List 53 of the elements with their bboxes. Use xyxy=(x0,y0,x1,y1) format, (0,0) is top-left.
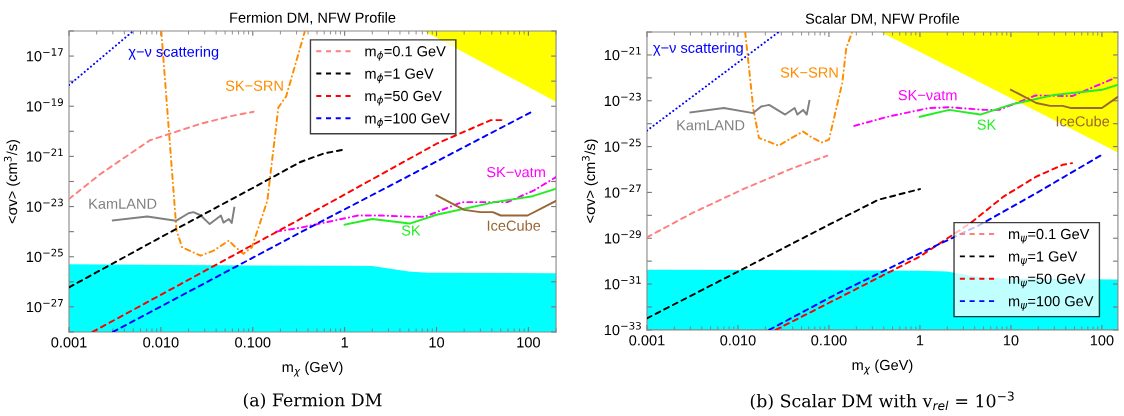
x-tick-label: 1 xyxy=(916,335,924,346)
series-label: SK xyxy=(401,225,421,236)
legend-label: m$_{ψ}$=0.1 GeV xyxy=(1008,228,1090,244)
x-tick-label: 0.100 xyxy=(811,335,847,346)
y-tick-label: 10$^{−23}$ xyxy=(26,198,63,212)
series-label: χ−ν scattering xyxy=(653,42,743,56)
text: (b) Scalar DM with v$_{rel}$ = 10$^{−3}$ xyxy=(750,391,1014,411)
y-tick-label: 10$^{−23}$ xyxy=(604,92,641,107)
y-tick-label: 10$^{−29}$ xyxy=(605,230,641,244)
legend-label: m$_{ψ}$=50 GeV xyxy=(1008,273,1086,289)
y-axis-title: <σv> (cm$^{3}$/s) xyxy=(581,139,599,223)
series-label: SK−νatm xyxy=(486,166,545,178)
series-label: KamLAND xyxy=(677,120,745,131)
y-tick-label: 10$^{−33}$ xyxy=(604,321,641,336)
series-label: SK−SRN xyxy=(780,67,838,78)
series-label: SK−SRN xyxy=(225,80,283,91)
chart-title: Fermion DM, NFW Profile xyxy=(230,12,396,25)
legend-label: m$_{ϕ}$=50 GeV xyxy=(365,90,442,106)
legend-label: m$_{ϕ}$=1 GeV xyxy=(365,68,434,84)
series-label: IceCube xyxy=(487,220,541,231)
y-axis-title: <σv> (cm$^{3}$/s) xyxy=(3,139,21,224)
series-label: KamLAND xyxy=(89,198,157,209)
y-tick-label: 10$^{−17}$ xyxy=(26,48,63,62)
text: (a) Fermion DM xyxy=(243,393,382,409)
x-tick-label: 0.001 xyxy=(51,337,87,348)
x-tick-label: 100 xyxy=(517,337,540,348)
y-tick-label: 10$^{−25}$ xyxy=(604,138,641,152)
x-tick-label: 1 xyxy=(341,337,348,348)
series-label: χ−ν scattering xyxy=(128,46,219,60)
legend-label: m$_{ψ}$=1 GeV xyxy=(1008,251,1078,266)
series-label: SK xyxy=(977,119,997,130)
y-tick-label: 10$^{−21}$ xyxy=(604,46,641,61)
legend-label: m$_{ψ}$=100 GeV xyxy=(1008,296,1094,311)
chart-title: Scalar DM, NFW Profile xyxy=(805,13,960,26)
legend-label: m$_{ϕ}$=0.1 GeV xyxy=(365,46,446,61)
x-tick-label: 10 xyxy=(429,337,445,348)
x-axis-title: m$_{χ}$ (GeV) xyxy=(282,361,343,377)
x-tick-label: 10 xyxy=(1003,335,1019,346)
y-tick-label: 10$^{−25}$ xyxy=(26,248,63,263)
x-tick-label: 0.010 xyxy=(720,335,756,346)
series-label: IceCube xyxy=(1056,115,1110,127)
x-axis-title: m$_{χ}$ (GeV) xyxy=(852,359,913,375)
x-tick-label: 0.010 xyxy=(143,337,179,348)
y-tick-label: 10$^{−27}$ xyxy=(26,298,63,313)
legend-label: m$_{ϕ}$=100 GeV xyxy=(365,113,450,128)
y-tick-label: 10$^{−19}$ xyxy=(26,98,63,112)
x-tick-label: 0.001 xyxy=(629,335,665,346)
y-tick-label: 10$^{−31}$ xyxy=(604,276,641,290)
series-label: SK−νatm xyxy=(898,89,957,101)
x-tick-label: 0.100 xyxy=(235,337,271,348)
y-tick-label: 10$^{−21}$ xyxy=(26,148,63,162)
y-tick-label: 10$^{−27}$ xyxy=(604,184,641,198)
x-tick-label: 100 xyxy=(1090,335,1114,346)
